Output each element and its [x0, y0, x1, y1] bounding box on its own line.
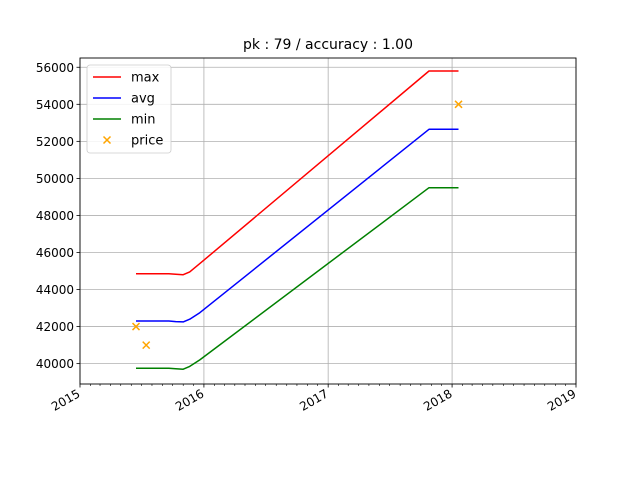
legend: max avg min price [86, 64, 172, 154]
marker-stroke [131, 322, 141, 331]
series-line-max [136, 70, 459, 276]
scatter-point-price [454, 100, 463, 109]
series-line-min [136, 186, 459, 370]
marker-stroke [454, 100, 463, 109]
y-tick-label: 42000 [36, 320, 74, 334]
series-line-avg [136, 128, 459, 323]
y-tick-label: 56000 [36, 61, 74, 75]
legend-label-price: price [131, 134, 163, 149]
y-tick-label: 50000 [36, 172, 74, 186]
legend-label-max: max [131, 71, 160, 86]
chart-title: pk : 79 / accuracy : 1.00 [243, 37, 413, 53]
y-tick-label: 46000 [36, 246, 74, 260]
y-tick-label: 40000 [36, 357, 74, 371]
legend-box [86, 64, 172, 154]
y-tick-label: 54000 [36, 98, 74, 112]
series-layer [131, 70, 463, 370]
y-tick-label: 52000 [36, 135, 74, 149]
y-tick-label: 48000 [36, 209, 74, 223]
marker-stroke [102, 135, 112, 145]
scatter-point-price [142, 341, 151, 350]
legend-label-min: min [131, 113, 156, 128]
scatter-point-price [131, 322, 141, 331]
marker-stroke [142, 341, 151, 350]
legend-label-avg: avg [131, 92, 155, 107]
legend-swatch-price [102, 135, 112, 145]
y-tick-label: 44000 [36, 283, 74, 297]
